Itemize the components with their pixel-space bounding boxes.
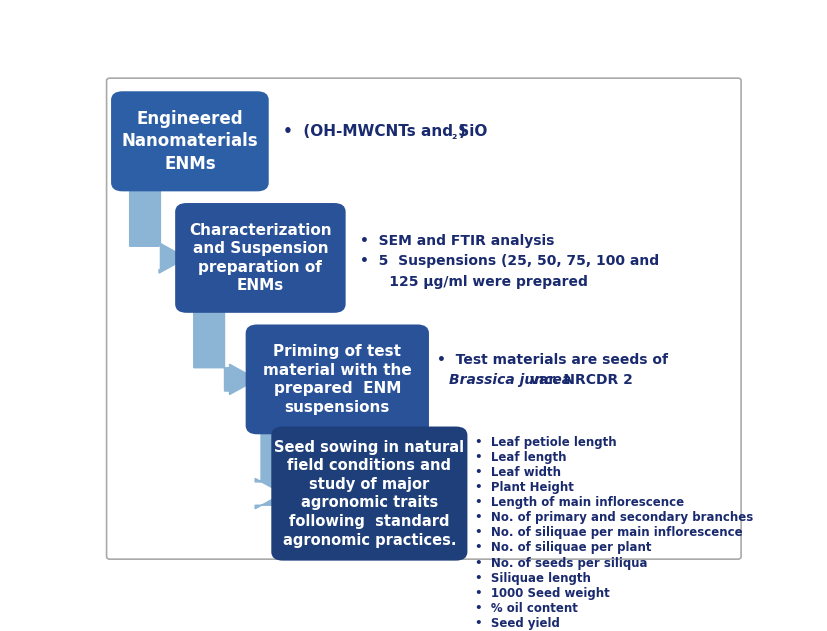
Text: ): ) xyxy=(458,124,466,139)
Text: •  Leaf length: • Leaf length xyxy=(475,451,566,464)
Text: •  Length of main inflorescence: • Length of main inflorescence xyxy=(475,497,684,509)
FancyBboxPatch shape xyxy=(107,78,741,559)
Text: •  No. of primary and secondary branches: • No. of primary and secondary branches xyxy=(475,511,753,524)
Polygon shape xyxy=(256,425,292,509)
Text: •  % oil content: • % oil content xyxy=(475,602,578,615)
Text: var. NRCDR 2: var. NRCDR 2 xyxy=(525,374,633,387)
Text: •  Plant Height: • Plant Height xyxy=(475,481,574,494)
Text: •  1000 Seed weight: • 1000 Seed weight xyxy=(475,587,609,599)
Polygon shape xyxy=(194,304,257,394)
Text: •  5  Suspensions (25, 50, 75, 100 and: • 5 Suspensions (25, 50, 75, 100 and xyxy=(360,254,659,268)
Text: •  (OH-MWCNTs and SiO: • (OH-MWCNTs and SiO xyxy=(283,124,487,139)
Text: •  Siliquae length: • Siliquae length xyxy=(475,572,591,584)
Text: 125 μg/ml were prepared: 125 μg/ml were prepared xyxy=(360,274,588,289)
FancyBboxPatch shape xyxy=(175,203,346,313)
Text: Characterization
and Suspension
preparation of
ENMs: Characterization and Suspension preparat… xyxy=(189,223,332,293)
Text: •  Seed yield: • Seed yield xyxy=(475,616,560,630)
FancyBboxPatch shape xyxy=(271,427,467,560)
Text: •  Leaf petiole length: • Leaf petiole length xyxy=(475,436,617,449)
Text: •  No. of seeds per siliqua: • No. of seeds per siliqua xyxy=(475,557,648,570)
Polygon shape xyxy=(130,182,187,273)
Text: Seed sowing in natural
field conditions and
study of major
agronomic traits
foll: Seed sowing in natural field conditions … xyxy=(275,440,465,548)
Text: •  SEM and FTIR analysis: • SEM and FTIR analysis xyxy=(360,234,554,248)
Text: ₂: ₂ xyxy=(452,129,457,142)
Text: Priming of test
material with the
prepared  ENM
suspensions: Priming of test material with the prepar… xyxy=(263,344,412,415)
Text: •  Test materials are seeds of: • Test materials are seeds of xyxy=(437,353,667,367)
Text: Brassica juncea: Brassica juncea xyxy=(450,374,571,387)
Text: •  No. of siliquae per main inflorescence: • No. of siliquae per main inflorescence xyxy=(475,526,743,540)
Text: Engineered
Nanomaterials
ENMs: Engineered Nanomaterials ENMs xyxy=(122,110,258,172)
Text: •  No. of siliquae per plant: • No. of siliquae per plant xyxy=(475,541,652,555)
FancyBboxPatch shape xyxy=(246,324,429,434)
FancyBboxPatch shape xyxy=(111,91,269,191)
Text: •  Leaf width: • Leaf width xyxy=(475,466,561,479)
